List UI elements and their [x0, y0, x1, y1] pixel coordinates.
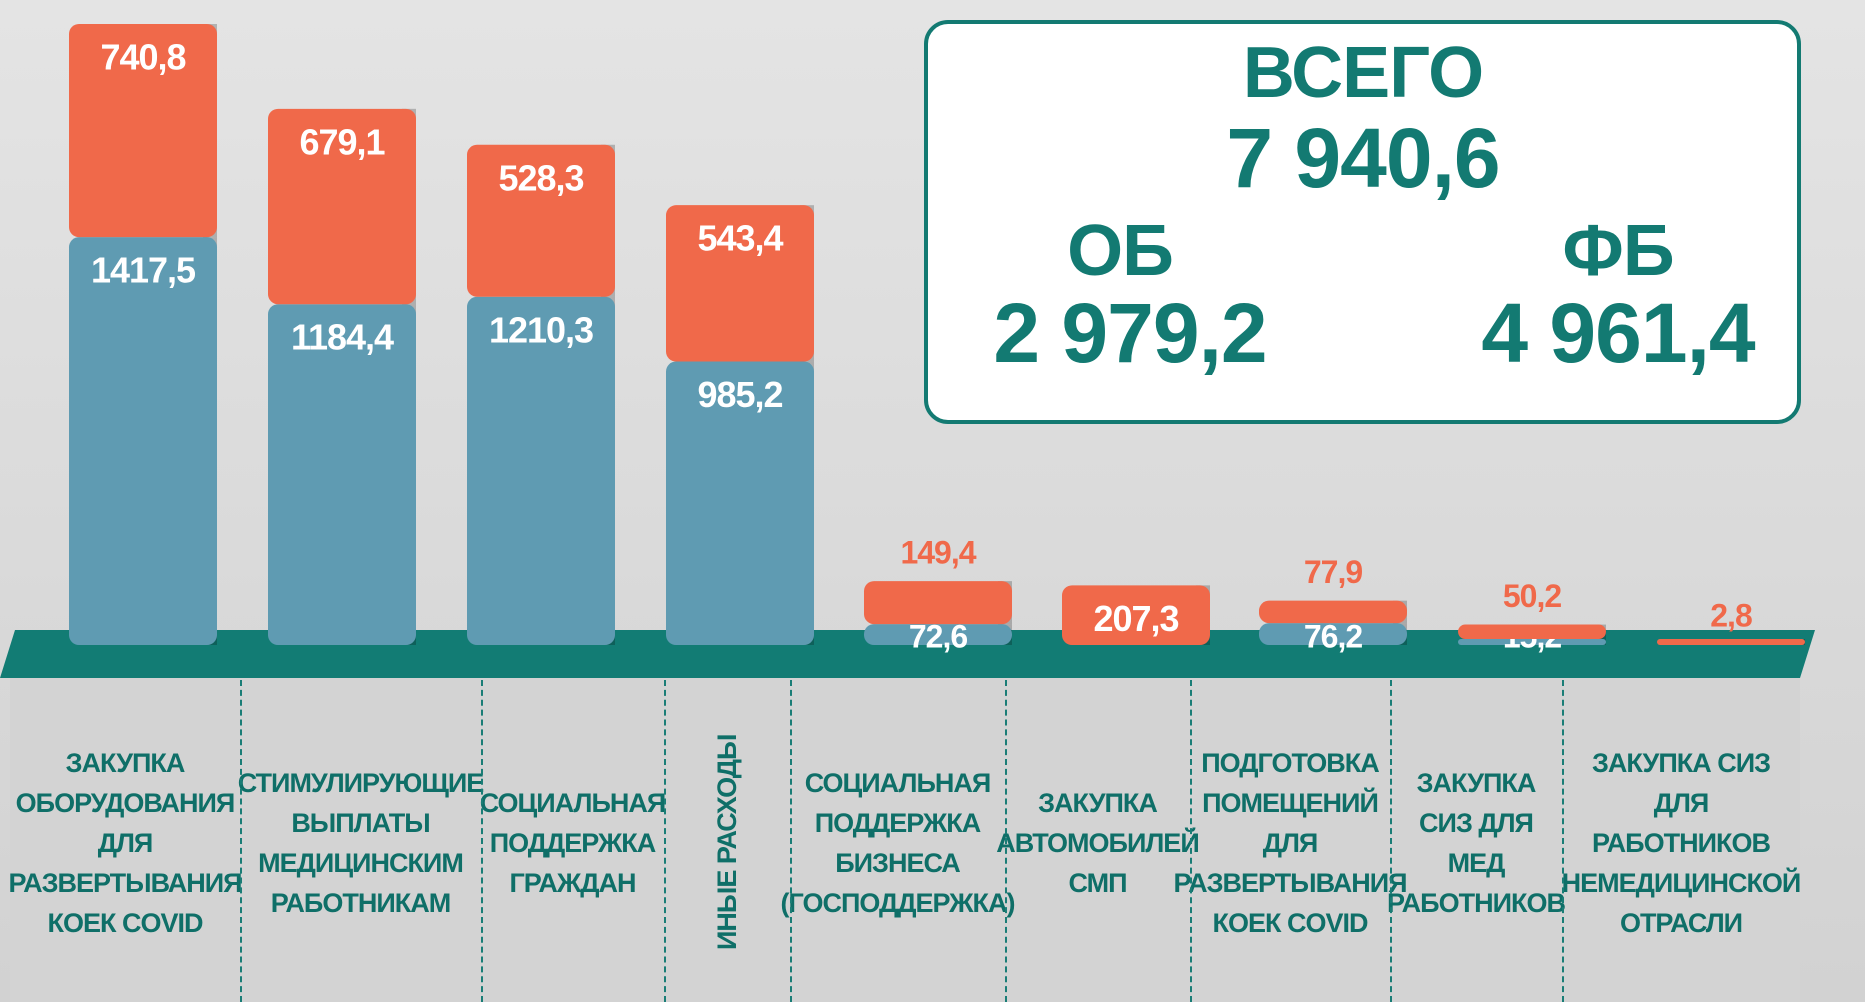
value-label: 528,3 — [498, 157, 583, 198]
value-label: 72,6 — [909, 618, 967, 654]
value-label: 77,9 — [1304, 554, 1362, 590]
summary-box — [924, 20, 1801, 424]
value-label: 679,1 — [299, 121, 385, 162]
category-label: СТИМУЛИРУЮЩИЕ ВЫПЛАТЫ МЕДИЦИНСКИМ РАБОТН… — [237, 767, 485, 918]
bar-segment — [69, 237, 217, 645]
column-separator — [1190, 680, 1192, 1002]
bar-segment — [864, 581, 1012, 625]
value-label: 207,3 — [1093, 598, 1178, 639]
category-label: ЗАКУПКА СИЗ ДЛЯ РАБОТНИКОВ НЕМЕДИЦИНСКОЙ… — [1561, 747, 1802, 938]
bar-segment — [1062, 585, 1210, 645]
value-label: 1417,5 — [91, 250, 196, 291]
category-label: ПОДГОТОВКА ПОМЕЩЕНИЙ ДЛЯ РАЗВЕРТЫВАНИЯ К… — [1173, 747, 1407, 938]
bar-segment — [1458, 624, 1606, 639]
value-label: 149,4 — [900, 535, 976, 571]
value-label: 1184,4 — [291, 317, 394, 358]
summary-total: 7 940,6 — [1226, 111, 1499, 205]
label-area — [10, 678, 1800, 1002]
value-label: 543,4 — [697, 218, 783, 259]
bar-segment — [1458, 639, 1606, 645]
value-label: 740,8 — [100, 37, 185, 78]
value-label: 2,8 — [1710, 598, 1752, 634]
bar-segment — [1259, 600, 1407, 624]
column-separator — [664, 680, 666, 1002]
column-separator — [1562, 680, 1564, 1002]
column-separator — [240, 680, 242, 1002]
bar-segment — [1657, 639, 1805, 645]
value-label: 50,2 — [1503, 578, 1561, 614]
summary-ob: 2 979,2 — [993, 286, 1266, 380]
bar-segment — [268, 108, 416, 305]
category-label: ЗАКУПКА СИЗ ДЛЯ МЕД РАБОТНИКОВ — [1387, 767, 1566, 918]
bar-segment — [69, 24, 217, 238]
column-separator — [1005, 680, 1007, 1002]
summary-total-label: ВСЕГО — [1243, 33, 1483, 113]
value-label: 76,2 — [1304, 618, 1362, 654]
category-label: ЗАКУПКА АВТОМОБИЛЕЙ СМП — [996, 787, 1199, 898]
bar-segment — [467, 144, 615, 297]
summary-fb-label: ФБ — [1562, 211, 1673, 291]
category-label: СОЦИАЛЬНАЯ ПОДДЕРЖКА ГРАЖДАН — [479, 787, 667, 898]
summary-ob-label: ОБ — [1067, 211, 1173, 291]
value-label: 1210,3 — [489, 309, 593, 350]
column-separator — [481, 680, 483, 1002]
bar-segment — [467, 296, 615, 645]
bar-segment — [666, 361, 814, 645]
value-label: 985,2 — [697, 374, 782, 415]
bar-segment — [666, 205, 814, 362]
bar-segment — [864, 624, 1012, 645]
category-label: СОЦИАЛЬНАЯ ПОДДЕРЖКА БИЗНЕСА (ГОСПОДДЕРЖ… — [780, 767, 1016, 918]
bar-segment — [1259, 623, 1407, 645]
summary-fb: 4 961,4 — [1481, 286, 1756, 380]
category-label: ЗАКУПКА ОБОРУДОВАНИЯ ДЛЯ РАЗВЕРТЫВАНИЯ К… — [8, 747, 242, 938]
column-separator — [790, 680, 792, 1002]
column-separator — [1390, 680, 1392, 1002]
bar-segment — [268, 304, 416, 645]
category-label: ИНЫЕ РАСХОДЫ — [712, 734, 742, 951]
